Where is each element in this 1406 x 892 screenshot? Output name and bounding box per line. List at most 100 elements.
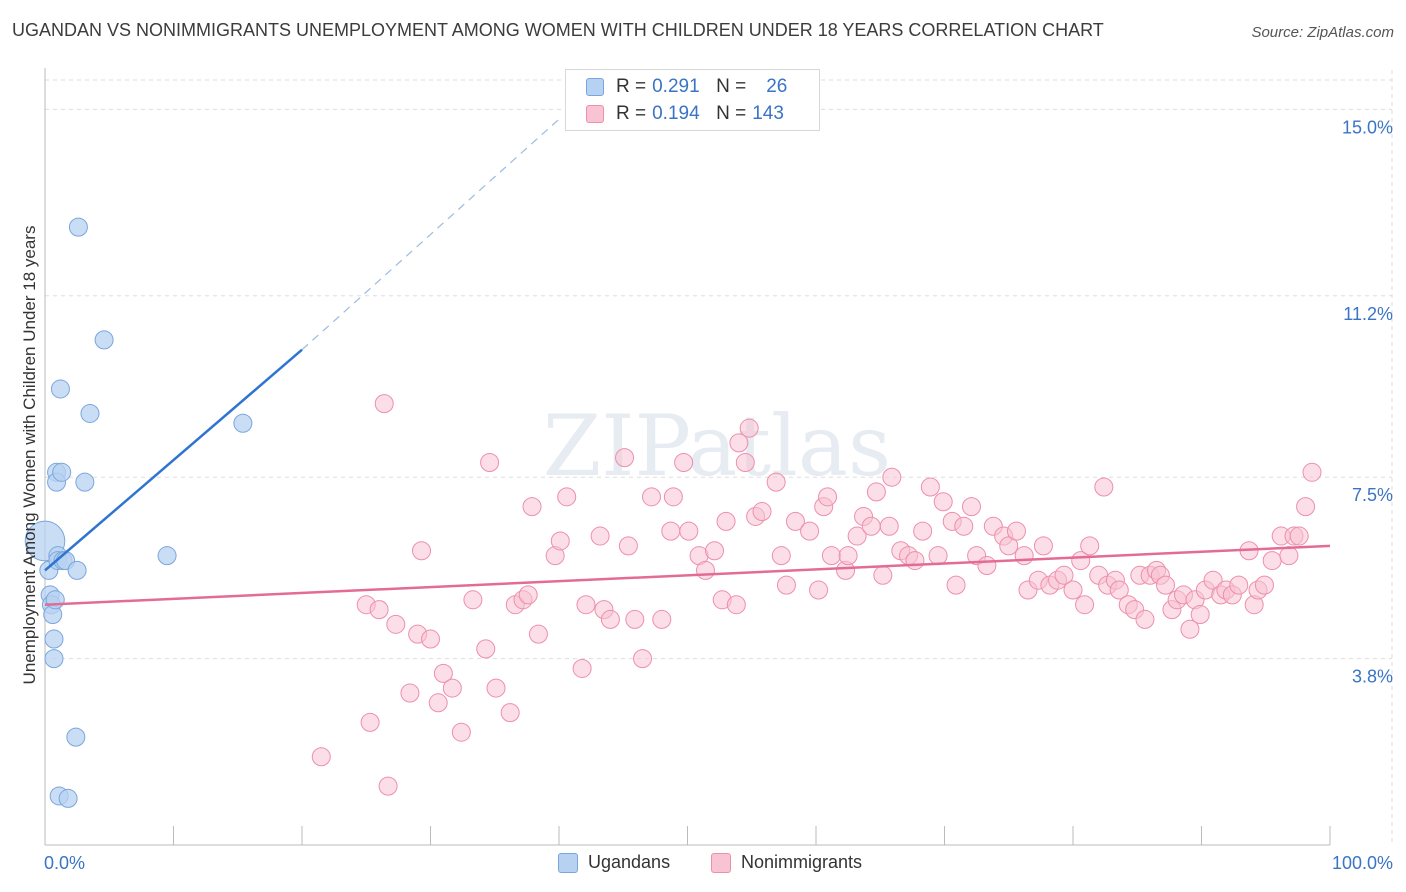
- grid-layer: [45, 70, 1393, 845]
- nonimmigrants-point: [928, 546, 948, 566]
- legend-row-ugandans: R = 0.291 N = 26: [586, 74, 787, 100]
- nonimmigrants-point: [557, 487, 577, 507]
- nonimmigrants-point: [360, 712, 380, 732]
- nonimmigrants-point: [463, 590, 483, 610]
- x-tick-label-max: 100.0%: [1331, 853, 1393, 873]
- nonimmigrants-point: [476, 639, 496, 659]
- nonimmigrants-point: [800, 521, 820, 541]
- nonimmigrants-point: [1180, 619, 1200, 639]
- ugandans-legend-label: Ugandans: [588, 852, 671, 872]
- nonimmigrants-point: [369, 600, 389, 620]
- nonimmigrants-point: [704, 541, 724, 561]
- ugandans-point: [233, 413, 253, 433]
- nonimmigrants-point: [625, 609, 645, 629]
- legend-row-nonimmigrants: R = 0.194 N = 143: [586, 101, 784, 127]
- y-axis-label: Unemployment Among Women with Children U…: [20, 225, 39, 685]
- x-tick-label-min: 0.0%: [44, 853, 86, 873]
- nonimmigrants-point: [572, 658, 592, 678]
- nonimmigrants-point: [642, 487, 662, 507]
- nonimmigrants-point: [913, 521, 933, 541]
- y-tick-label: 3.8%: [1352, 667, 1393, 687]
- nonimmigrants-point: [663, 487, 683, 507]
- nonimmigrants-point: [946, 575, 966, 595]
- ugandans-point: [67, 560, 87, 580]
- nonimmigrants-point: [428, 693, 448, 713]
- nonimmigrants-point: [311, 747, 331, 767]
- n-value: 143: [752, 103, 784, 124]
- nonimmigrants-point: [679, 521, 699, 541]
- nonimmigrants-point: [716, 511, 736, 531]
- nonimmigrants-point: [954, 516, 974, 536]
- nonimmigrants-point: [433, 663, 453, 683]
- nonimmigrants-point: [1229, 575, 1249, 595]
- nonimmigrants-point: [590, 526, 610, 546]
- nonimmigrants-point: [1203, 570, 1223, 590]
- y-tick-label: 15.0%: [1342, 117, 1393, 137]
- ugandans-point: [44, 629, 64, 649]
- source-label: Source: ZipAtlas.com: [1251, 24, 1394, 41]
- ugandans-points: [24, 217, 253, 808]
- nonimmigrants-point: [1075, 595, 1095, 615]
- nonimmigrants-point: [500, 703, 520, 723]
- ugandans-trend-line: [44, 348, 303, 572]
- nonimmigrants-point: [726, 595, 746, 615]
- nonimmigrants-points: [311, 394, 1322, 796]
- nonimmigrants-point: [1262, 551, 1282, 571]
- nonimmigrants-point: [1014, 546, 1034, 566]
- n-label: N =: [716, 103, 747, 124]
- bottom-legend-ugandans: Ugandans: [558, 852, 670, 873]
- nonimmigrants-point: [838, 546, 858, 566]
- nonimmigrants-point: [1190, 605, 1210, 625]
- nonimmigrants-point: [486, 678, 506, 698]
- correlation-legend: R = 0.291 N = 26 R = 0.194 N = 143: [565, 69, 820, 131]
- nonimmigrants-point: [1254, 575, 1274, 595]
- nonimmigrants-point: [861, 516, 881, 536]
- ugandans-point: [68, 217, 88, 237]
- nonimmigrants-point: [518, 585, 538, 605]
- n-value: 26: [766, 76, 788, 97]
- nonimmigrants-point: [735, 453, 755, 472]
- nonimmigrants-point: [1289, 526, 1309, 546]
- nonimmigrants-point: [752, 502, 772, 522]
- nonimmigrants-point: [977, 555, 997, 575]
- nonimmigrants-point: [766, 472, 786, 492]
- r-value: 0.291: [652, 76, 700, 97]
- nonimmigrants-point: [528, 624, 548, 644]
- ugandans-point: [52, 462, 72, 482]
- nonimmigrants-point: [1135, 609, 1155, 629]
- nonimmigrants-point: [729, 433, 749, 453]
- ugandans-point: [94, 330, 114, 350]
- y-tick-label: 11.2%: [1343, 304, 1393, 324]
- nonimmigrants-point: [618, 536, 638, 556]
- ugandans-point: [66, 727, 86, 747]
- nonimmigrants-point: [873, 565, 893, 585]
- nonimmigrants-point: [1302, 462, 1322, 482]
- ugandans-point: [58, 788, 78, 808]
- nonimmigrants-point: [378, 776, 398, 796]
- y-tick-labels: 3.8% 7.5% 11.2% 15.0%: [1342, 117, 1393, 686]
- nonimmigrants-point: [576, 595, 596, 615]
- nonimmigrants-point: [480, 453, 500, 472]
- nonimmigrants-point: [1033, 536, 1053, 556]
- nonimmigrants-point: [920, 477, 940, 497]
- nonimmigrants-point: [674, 453, 694, 472]
- trend-lines: [44, 118, 1331, 606]
- nonimmigrants-point: [785, 511, 805, 531]
- nonimmigrants-trend-line: [44, 544, 1331, 606]
- nonimmigrants-point: [1156, 575, 1176, 595]
- nonimmigrants-point: [961, 497, 981, 517]
- r-value: 0.194: [652, 103, 700, 124]
- nonimmigrants-point: [1063, 580, 1083, 600]
- y-tick-label: 7.5%: [1352, 485, 1393, 505]
- ugandans-point: [45, 590, 65, 610]
- nonimmigrants-point: [1094, 477, 1114, 497]
- nonimmigrants-point: [695, 560, 715, 580]
- nonimmigrants-legend-label: Nonimmigrants: [741, 852, 863, 872]
- nonimmigrants-point: [1296, 497, 1316, 517]
- nonimmigrants-point: [771, 546, 791, 566]
- ugandans-point: [157, 546, 177, 566]
- nonimmigrants-point: [1054, 565, 1074, 585]
- nonimmigrants-point: [818, 487, 838, 507]
- nonimmigrants-legend-swatch: [711, 852, 731, 873]
